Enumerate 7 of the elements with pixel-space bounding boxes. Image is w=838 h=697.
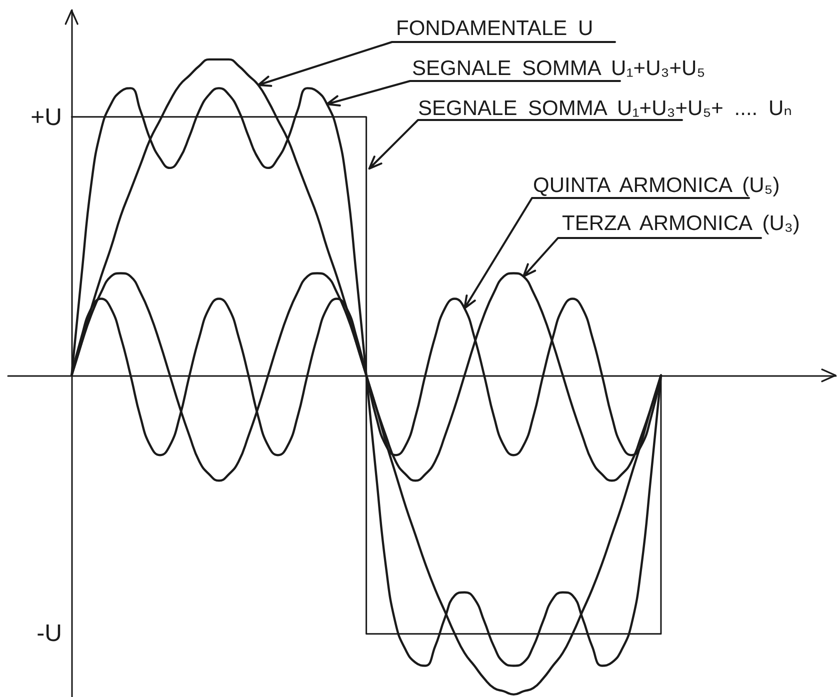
text: QUINTA ARMONICA (U₅) (533, 174, 780, 197)
text: FONDAMENTALE U (396, 17, 594, 40)
text: SEGNALE SOMMA U₁+U₃+U₅+ .... Uₙ (418, 97, 792, 120)
text: TERZA ARMONICA (U₃) (562, 212, 800, 235)
text: SEGNALE SOMMA U₁+U₃+U₅ (412, 57, 706, 80)
text: +U (30, 104, 62, 131)
text: -U (36, 620, 62, 647)
